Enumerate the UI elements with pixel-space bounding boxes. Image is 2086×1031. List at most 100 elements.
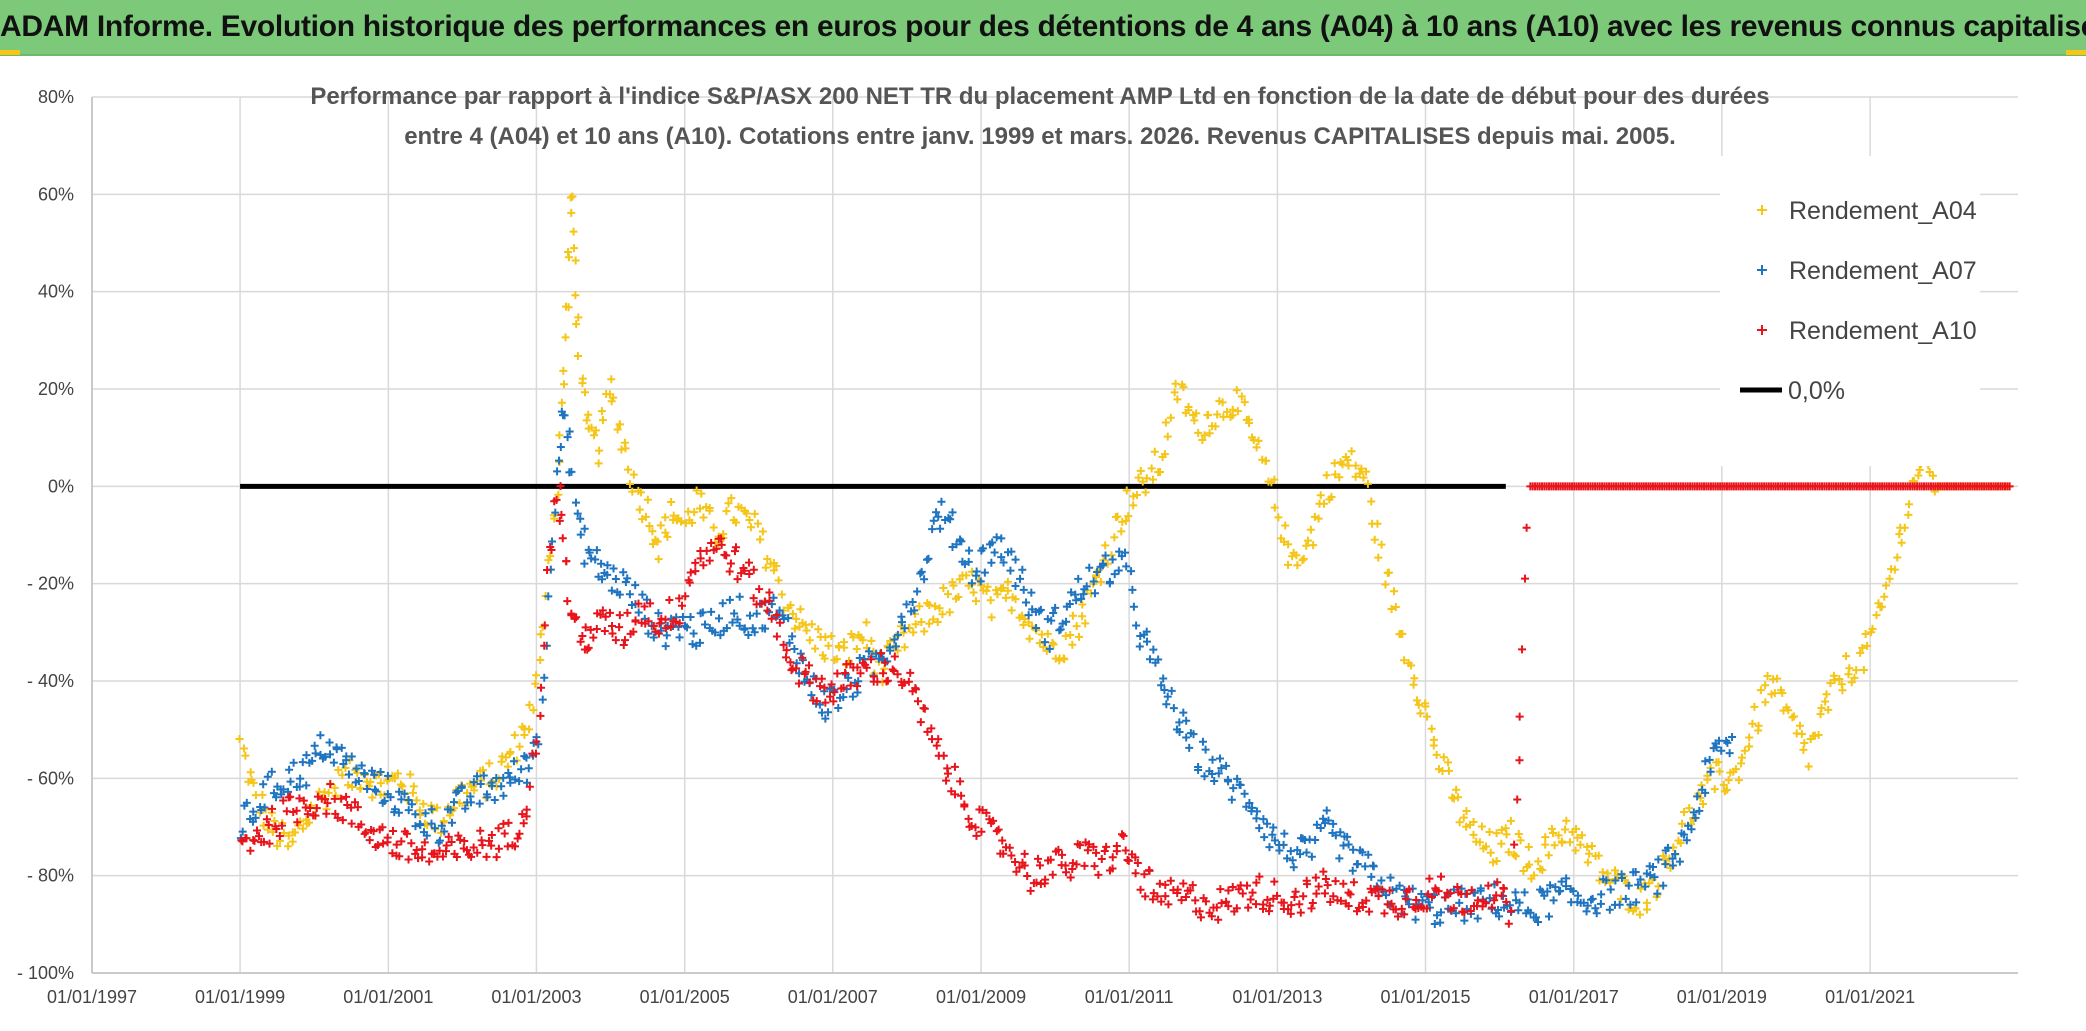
data-point bbox=[1311, 873, 1320, 882]
data-point bbox=[1386, 873, 1395, 882]
data-point bbox=[1516, 836, 1525, 845]
data-point bbox=[1411, 915, 1420, 924]
data-point bbox=[299, 796, 308, 805]
data-point bbox=[1592, 909, 1601, 918]
data-point bbox=[409, 782, 418, 791]
data-point bbox=[1378, 885, 1387, 894]
data-point bbox=[400, 789, 409, 798]
data-point bbox=[1513, 795, 1522, 804]
data-point bbox=[492, 853, 501, 862]
data-point bbox=[1127, 567, 1136, 576]
data-point bbox=[462, 846, 471, 855]
data-point bbox=[1511, 888, 1520, 897]
data-point bbox=[397, 795, 406, 804]
data-point bbox=[805, 636, 814, 645]
data-point bbox=[920, 575, 929, 584]
data-point bbox=[897, 612, 906, 621]
data-point bbox=[980, 568, 989, 577]
data-point bbox=[1319, 499, 1328, 508]
data-point bbox=[964, 557, 973, 566]
data-point bbox=[794, 679, 803, 688]
data-point bbox=[469, 843, 478, 852]
data-point bbox=[1804, 762, 1813, 771]
data-point bbox=[262, 815, 271, 824]
data-point bbox=[1514, 829, 1523, 838]
data-point bbox=[571, 291, 580, 300]
data-point bbox=[1344, 902, 1353, 911]
report-title: ADAM Informe. Evolution historique des p… bbox=[0, 10, 2086, 43]
data-point bbox=[1252, 878, 1261, 887]
legend-plus-marker bbox=[1757, 325, 1767, 335]
data-point bbox=[1101, 551, 1110, 560]
data-point bbox=[722, 551, 731, 560]
data-point bbox=[1102, 842, 1111, 851]
data-point bbox=[406, 770, 415, 779]
data-point bbox=[722, 624, 731, 633]
data-point bbox=[982, 808, 991, 817]
data-point bbox=[1789, 712, 1798, 721]
data-point bbox=[997, 553, 1006, 562]
data-point bbox=[608, 629, 617, 638]
data-point bbox=[1041, 875, 1050, 884]
data-point bbox=[1142, 627, 1151, 636]
data-point bbox=[457, 782, 466, 791]
data-point bbox=[235, 734, 244, 743]
data-point bbox=[1723, 738, 1732, 747]
data-point bbox=[1090, 589, 1099, 598]
data-point bbox=[1003, 577, 1012, 586]
data-point bbox=[278, 821, 287, 830]
data-point bbox=[971, 823, 980, 832]
data-point bbox=[1141, 488, 1150, 497]
data-point bbox=[1150, 447, 1159, 456]
data-point bbox=[934, 735, 943, 744]
y-tick-label: 40% bbox=[38, 282, 74, 302]
data-point bbox=[515, 742, 524, 751]
data-point bbox=[1347, 447, 1356, 456]
data-point bbox=[654, 609, 663, 618]
data-point bbox=[1698, 800, 1707, 809]
data-point bbox=[852, 644, 861, 653]
data-point bbox=[1316, 491, 1325, 500]
data-point bbox=[1133, 859, 1142, 868]
legend-label: Rendement_A10 bbox=[1789, 317, 1977, 345]
data-point bbox=[1497, 825, 1506, 834]
data-point bbox=[824, 641, 833, 650]
data-point bbox=[964, 814, 973, 823]
data-point bbox=[1504, 919, 1513, 928]
data-point bbox=[296, 774, 305, 783]
data-point bbox=[1734, 776, 1743, 785]
data-point bbox=[1224, 886, 1233, 895]
data-point bbox=[957, 791, 966, 800]
data-point bbox=[1320, 889, 1329, 898]
data-point bbox=[564, 303, 573, 312]
data-point bbox=[425, 857, 434, 866]
data-point bbox=[1173, 885, 1182, 894]
data-point bbox=[1355, 469, 1364, 478]
data-point bbox=[1499, 884, 1508, 893]
data-point bbox=[1184, 402, 1193, 411]
data-point bbox=[1114, 566, 1123, 575]
data-point bbox=[662, 631, 671, 640]
data-point bbox=[1331, 831, 1340, 840]
data-point bbox=[1611, 876, 1620, 885]
data-point bbox=[1414, 700, 1423, 709]
data-point bbox=[255, 832, 264, 841]
data-point bbox=[1040, 638, 1049, 647]
data-point bbox=[1525, 860, 1534, 869]
data-point bbox=[568, 192, 577, 201]
data-point bbox=[792, 664, 801, 673]
data-point bbox=[735, 621, 744, 630]
data-point bbox=[1289, 863, 1298, 872]
data-point bbox=[1169, 704, 1178, 713]
data-point bbox=[1323, 881, 1332, 890]
data-point bbox=[1110, 570, 1119, 579]
data-point bbox=[702, 546, 711, 555]
data-point bbox=[1773, 674, 1782, 683]
data-point bbox=[490, 795, 499, 804]
data-point bbox=[1407, 661, 1416, 670]
data-point bbox=[1701, 757, 1710, 766]
data-point bbox=[1373, 884, 1382, 893]
data-point bbox=[1826, 679, 1835, 688]
data-point bbox=[411, 810, 420, 819]
data-point bbox=[1136, 631, 1145, 640]
